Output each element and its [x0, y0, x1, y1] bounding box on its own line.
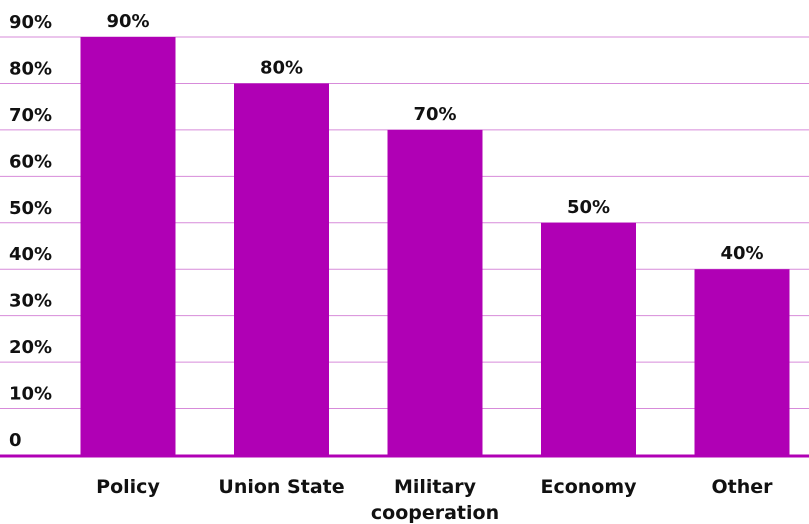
y-tick-label: 50%: [9, 198, 52, 219]
bar: [541, 222, 636, 455]
y-tick-label: 40%: [9, 244, 52, 265]
data-label: 40%: [720, 243, 763, 264]
y-tick-label: 10%: [9, 384, 52, 405]
bar: [694, 269, 790, 455]
category-label: Other: [711, 476, 773, 498]
y-tick-label: 20%: [9, 337, 52, 358]
y-tick-label: 90%: [9, 12, 52, 33]
data-label: 70%: [413, 104, 456, 125]
category-label: Military cooperation: [371, 476, 499, 524]
y-tick-label: 60%: [9, 151, 52, 172]
data-label: 50%: [567, 197, 610, 218]
bar: [234, 83, 329, 455]
category-label: Economy: [540, 476, 637, 498]
bars: [80, 37, 790, 455]
bar: [387, 129, 483, 455]
y-tick-label: 0: [9, 430, 22, 451]
y-axis-tick-labels: 0 10% 20% 30% 40% 50% 60% 70% 80% 90%: [9, 12, 52, 451]
bar: [80, 37, 176, 455]
data-label: 90%: [106, 11, 149, 32]
data-label: 80%: [260, 57, 303, 78]
category-label: Union State: [218, 476, 344, 498]
data-labels: 90% 80% 70% 50% 40%: [106, 11, 763, 264]
y-tick-label: 30%: [9, 291, 52, 312]
category-label: Policy: [96, 476, 160, 498]
y-tick-label: 70%: [9, 105, 52, 126]
y-tick-label: 80%: [9, 58, 52, 79]
x-axis-category-labels: Policy Union State Military cooperation Econ…: [96, 476, 773, 524]
